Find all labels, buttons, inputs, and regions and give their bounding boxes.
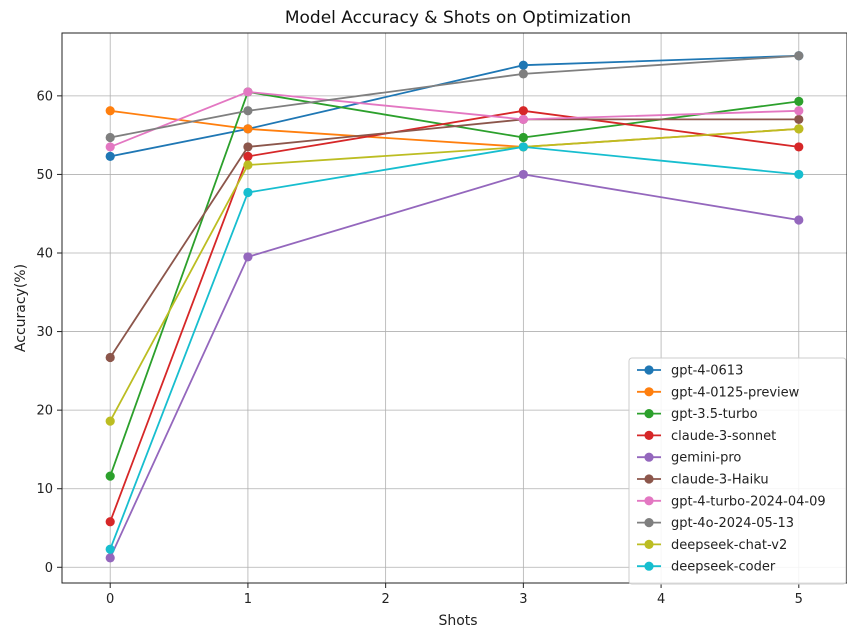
data-point — [105, 416, 115, 426]
data-point — [105, 352, 115, 363]
x-tick-label: 4 — [657, 592, 665, 607]
legend-marker — [644, 409, 654, 419]
series-line — [109, 118, 799, 358]
data-point — [518, 142, 528, 152]
legend-marker — [644, 474, 654, 484]
legend-item: gpt-4-0125-preview — [637, 385, 800, 400]
data-point — [794, 215, 804, 225]
data-point — [105, 553, 115, 563]
series-line — [109, 90, 799, 148]
chart-title: Model Accuracy & Shots on Optimization — [285, 8, 631, 28]
data-point — [518, 132, 528, 143]
x-axis-label: Shots — [438, 613, 477, 629]
legend-item: gpt-3.5-turbo — [637, 407, 758, 422]
series-gpt-4-turbo-2024-04-09 — [105, 87, 804, 152]
data-point — [105, 517, 115, 527]
data-point — [243, 106, 253, 116]
series-line — [109, 173, 799, 559]
data-point — [518, 169, 528, 180]
legend-marker — [644, 561, 654, 571]
legend: gpt-4-0613 gpt-4-0125-preview gpt-3.5-turb… — [628, 357, 847, 585]
x-tick-label: 0 — [106, 592, 114, 607]
data-point — [105, 132, 115, 143]
legend-item: gemini-pro — [637, 451, 741, 466]
legend-label: gpt-4-turbo-2024-04-09 — [671, 494, 826, 509]
data-point — [794, 124, 804, 134]
legend-frame — [628, 357, 847, 585]
data-point — [794, 106, 804, 116]
data-point — [794, 114, 804, 125]
legend-marker — [644, 430, 654, 440]
y-axis-label: Accuracy(%) — [13, 264, 29, 352]
data-point — [518, 114, 528, 125]
data-point — [243, 160, 253, 170]
legend-marker — [644, 387, 654, 397]
legend-marker — [644, 518, 654, 528]
legend-item: gpt-4o-2024-05-13 — [637, 516, 794, 531]
data-point — [243, 252, 253, 262]
data-point — [243, 124, 253, 134]
x-tick-label: 1 — [244, 592, 252, 607]
legend-label: deepseek-coder — [671, 560, 776, 575]
data-point — [518, 60, 528, 70]
series-line — [110, 54, 799, 158]
x-tick-label: 2 — [381, 592, 389, 607]
legend-item: claude-3-sonnet — [637, 429, 776, 444]
legend-label: gemini-pro — [671, 451, 741, 466]
y-tick-label: 60 — [36, 89, 53, 104]
y-tick-label: 10 — [36, 482, 53, 497]
legend-label: claude-3-Haiku — [671, 473, 769, 488]
legend-item: gpt-4-turbo-2024-04-09 — [637, 494, 826, 509]
y-tick-label: 20 — [36, 404, 53, 419]
x-tick-label: 3 — [519, 592, 527, 607]
legend-marker — [644, 452, 654, 462]
data-point — [794, 169, 804, 180]
legend-item: deepseek-chat-v2 — [637, 538, 787, 553]
x-tick-label: 5 — [795, 592, 803, 607]
data-point — [105, 106, 115, 116]
legend-marker — [644, 496, 654, 506]
y-tick-label: 0 — [45, 561, 53, 576]
legend-label: gpt-4-0125-preview — [671, 385, 800, 400]
series-gpt-4o-2024-05-13 — [105, 51, 804, 143]
data-point — [518, 69, 528, 79]
data-point — [243, 187, 253, 198]
legend-item: gpt-4-0613 — [637, 364, 743, 379]
data-point — [105, 544, 115, 554]
series-line — [109, 145, 799, 550]
data-point — [105, 142, 115, 152]
y-tick-label: 50 — [36, 168, 53, 183]
legend-label: gpt-4o-2024-05-13 — [671, 516, 794, 531]
data-point — [105, 471, 115, 481]
data-point — [243, 151, 253, 161]
legend-item: claude-3-Haiku — [637, 473, 769, 488]
legend-marker — [644, 365, 654, 375]
legend-label: claude-3-sonnet — [671, 429, 776, 444]
legend-item: deepseek-coder — [637, 560, 776, 575]
data-point — [105, 151, 115, 161]
y-tick-label: 30 — [36, 325, 53, 340]
legend-label: gpt-4-0613 — [671, 364, 743, 379]
series-layer — [105, 51, 804, 563]
y-tick-label: 40 — [36, 247, 53, 262]
series-line — [110, 54, 799, 139]
series-deepseek-coder — [105, 142, 804, 554]
data-point — [794, 96, 804, 106]
data-point — [794, 51, 804, 61]
series-line — [109, 128, 799, 422]
legend-marker — [644, 539, 654, 550]
series-gemini-pro — [105, 169, 804, 563]
data-point — [794, 142, 804, 152]
data-point — [518, 106, 528, 116]
plot-area-frame — [61, 32, 847, 584]
data-point — [243, 142, 253, 152]
series-line — [110, 109, 799, 148]
legend-label: deepseek-chat-v2 — [671, 538, 787, 553]
legend-label: gpt-3.5-turbo — [671, 407, 758, 422]
data-point — [243, 87, 253, 97]
